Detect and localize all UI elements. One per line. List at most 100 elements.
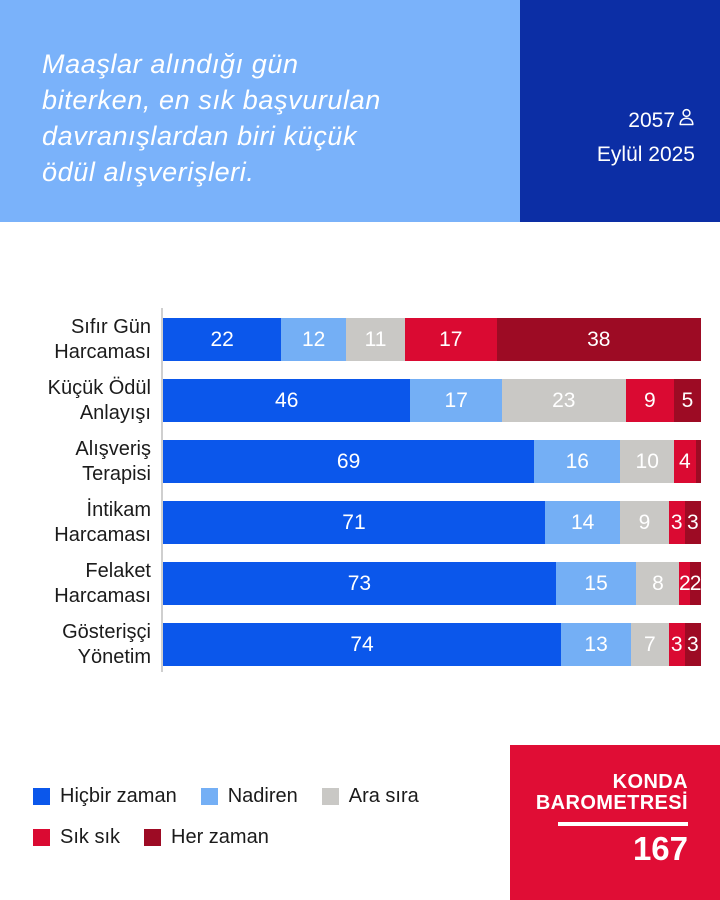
chart-row: Alışveriş Terapisi 69 16 10 4 <box>0 438 720 485</box>
bar-segment: 38 <box>496 318 701 361</box>
category-label: Gösterişçi Yönetim <box>0 620 163 670</box>
bar-segment: 3 <box>668 623 685 666</box>
chart-row: Sıfır Gün Harcaması 22 12 11 17 38 <box>0 316 720 363</box>
stacked-bar: 46 17 23 9 5 <box>163 379 701 422</box>
bar-value-label: 69 <box>336 449 361 473</box>
bar-value-label: 2 <box>689 571 702 595</box>
legend-swatch <box>33 788 50 805</box>
bar-segment: 2 <box>690 562 701 605</box>
stacked-bar: 71 14 9 3 3 <box>163 501 701 544</box>
bar-segment <box>695 440 701 483</box>
category-label-line: Alışveriş <box>75 437 151 460</box>
category-label-line: İntikam <box>86 498 151 521</box>
bar-segment: 3 <box>668 501 685 544</box>
legend-label: Ara sıra <box>348 785 419 807</box>
bar-segment: 2 <box>678 562 691 605</box>
bar-segment: 17 <box>410 379 502 422</box>
bar-value-label: 3 <box>687 632 699 656</box>
sample-size-line: 2057 <box>520 104 695 138</box>
category-label: Alışveriş Terapisi <box>0 437 163 487</box>
legend-item: Nadiren <box>200 785 298 808</box>
category-label-line: Gösterişçi <box>62 620 151 643</box>
bar-value-label: 10 <box>635 449 659 473</box>
bar-value-label: 74 <box>350 632 374 656</box>
stacked-bar: 73 15 8 2 2 <box>163 562 701 605</box>
category-label: Sıfır Gün Harcaması <box>0 315 163 365</box>
bar-segment: 4 <box>674 440 696 483</box>
category-label-line: Felaket <box>85 559 151 582</box>
bar-segment: 46 <box>163 379 411 422</box>
chart-row: Felaket Harcaması 73 15 8 2 2 <box>0 559 720 607</box>
title-line-2: biterken, en sık başvurulan <box>42 85 381 115</box>
bar-value-label: 8 <box>652 571 664 595</box>
bar-segment: 8 <box>636 562 680 605</box>
legend-label: Sık sık <box>60 826 121 848</box>
bar-value-label: 71 <box>342 510 366 534</box>
title-line-4: ödül alışverişleri. <box>42 157 255 187</box>
bar-value-label: 3 <box>670 510 683 534</box>
legend-swatch <box>33 829 50 846</box>
stacked-bar-chart: Sıfır Gün Harcaması 22 12 11 17 38 Küçük Ödül An… <box>0 316 720 684</box>
bar-value-label: 15 <box>584 571 608 595</box>
legend-item: Ara sıra <box>321 785 419 808</box>
bar-value-label: 73 <box>347 571 372 595</box>
bar-segment: 74 <box>163 623 562 666</box>
legend-row: Hiçbir zaman Nadiren Ara sıra <box>33 785 419 808</box>
bar-value-label: 17 <box>439 327 463 351</box>
bar-value-label: 13 <box>584 632 608 656</box>
konda-brand-box: KONDA BAROMETRESİ 167 <box>510 745 720 900</box>
title-line-3: davranışlardan biri küçük <box>42 121 358 151</box>
bar-segment: 11 <box>345 318 406 361</box>
bar-value-label: 17 <box>444 388 468 412</box>
category-label-line: Sıfır Gün <box>70 315 151 338</box>
stacked-bar: 22 12 11 17 38 <box>163 318 701 361</box>
title-line-1: Maaşlar alındığı gün <box>42 49 299 79</box>
category-label: İntikam Harcaması <box>0 498 163 548</box>
bar-value-label: 22 <box>210 327 234 351</box>
bar-segment: 15 <box>555 562 637 605</box>
bar-segment: 73 <box>163 562 556 605</box>
category-label-line: Harcaması <box>54 340 151 363</box>
issue-number: 167 <box>632 830 688 867</box>
legend-swatch <box>200 788 218 805</box>
chart-row: Küçük Ödül Anlayışı 46 17 23 9 5 <box>0 377 720 424</box>
bar-segment: 23 <box>501 379 626 422</box>
bar-segment: 12 <box>281 318 346 361</box>
bar-segment: 17 <box>405 318 497 361</box>
stacked-bar: 74 13 7 3 3 <box>163 623 701 666</box>
bar-value-label: 2 <box>678 571 691 595</box>
bar-value-label: 3 <box>687 510 699 534</box>
legend-swatch <box>144 829 162 846</box>
legend-row: Sık sık Her zaman <box>33 826 419 848</box>
bar-value-label: 5 <box>681 388 694 412</box>
bar-segment: 5 <box>674 379 701 422</box>
page-title: Maaşlar alındığı gün biterken, en sık ba… <box>42 46 512 190</box>
bar-value-label: 3 <box>670 632 683 656</box>
bar-value-label: 7 <box>644 632 656 656</box>
legend-swatch <box>321 788 339 805</box>
bar-segment: 22 <box>163 318 282 361</box>
bar-value-label: 9 <box>644 388 656 412</box>
bar-value-label: 14 <box>570 510 595 534</box>
category-label-line: Harcaması <box>54 523 151 546</box>
brand-divider <box>558 822 688 826</box>
person-icon <box>678 104 695 138</box>
legend-label: Her zaman <box>171 826 269 848</box>
bar-segment: 3 <box>684 623 701 666</box>
category-label-line: Yönetim <box>77 645 151 668</box>
chart-axis-line <box>161 308 163 672</box>
bar-segment: 14 <box>544 501 621 544</box>
category-label: Küçük Ödül Anlayışı <box>0 376 163 426</box>
bar-segment: 10 <box>620 440 675 483</box>
chart-legend: Hiçbir zaman Nadiren Ara sıra Sık sık Her za… <box>33 785 419 869</box>
brand-name-line-2: BAROMETRESİ <box>535 792 688 814</box>
sample-size: 2057 <box>628 109 675 132</box>
chart-row: İntikam Harcaması 71 14 9 3 3 <box>0 499 720 546</box>
bar-value-label: 12 <box>301 327 326 351</box>
brand-name-line-1: KONDA <box>612 771 688 793</box>
survey-date: Eylül 2025 <box>596 143 695 166</box>
bar-segment: 9 <box>625 379 675 422</box>
bar-segment: 9 <box>620 501 669 544</box>
bar-segment: 71 <box>163 501 545 544</box>
